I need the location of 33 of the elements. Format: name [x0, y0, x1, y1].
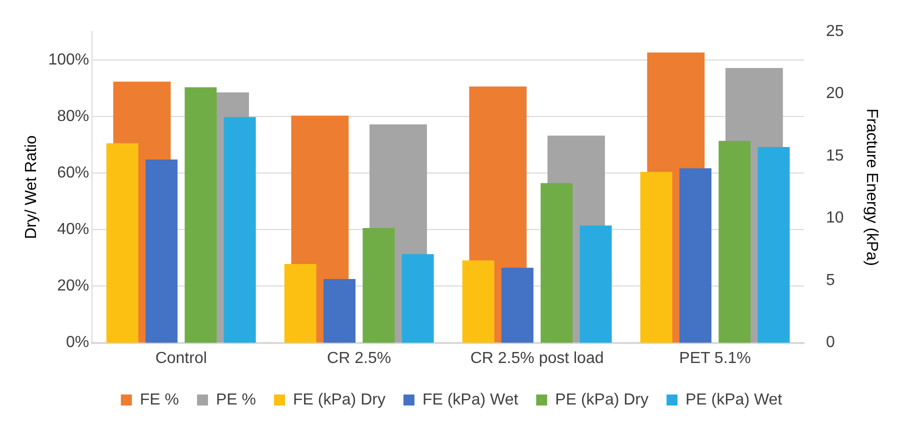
x-tick-label: Control — [155, 350, 207, 367]
bar — [402, 254, 434, 343]
y2-tick-label: 0 — [826, 334, 836, 352]
y-tick-label: 20% — [57, 278, 90, 295]
y2-axis-title: Fracture Energy (kPa) — [862, 108, 880, 266]
y-tick-label: 100% — [48, 51, 90, 68]
legend-label: FE (kPa) Wet — [422, 391, 519, 408]
x-tick-label: CR 2.5% post load — [470, 350, 604, 367]
y-tick-label: 60% — [57, 164, 90, 182]
y2-tick-label: 5 — [826, 272, 836, 289]
bar — [284, 264, 316, 343]
y2-tick-label: 10 — [826, 210, 844, 227]
y-axis-title: Dry/ Wet Ratio — [23, 135, 40, 240]
bar — [679, 168, 712, 343]
legend-label: PE (kPa) Dry — [555, 391, 649, 408]
y2-tick-label: 25 — [826, 23, 844, 40]
y2-tick-label: 20 — [826, 85, 844, 102]
y-tick-label: 80% — [57, 108, 90, 125]
legend-label: PE % — [216, 391, 256, 408]
bar — [640, 172, 672, 343]
bar — [462, 260, 494, 343]
x-tick-label: PET 5.1% — [679, 350, 751, 367]
bar — [362, 228, 395, 343]
y-tick-label: 40% — [57, 221, 90, 238]
legend-label: FE % — [140, 391, 179, 408]
bar — [324, 278, 356, 343]
y2-tick-label: 15 — [826, 147, 844, 164]
legend-label: PE (kPa) Wet — [686, 391, 783, 408]
bar — [501, 268, 534, 343]
y-tick-label: 0% — [66, 334, 90, 352]
bar — [580, 225, 612, 343]
x-tick-label: CR 2.5% — [327, 350, 392, 367]
legend-label: FE (kPa) Dry — [293, 391, 386, 408]
